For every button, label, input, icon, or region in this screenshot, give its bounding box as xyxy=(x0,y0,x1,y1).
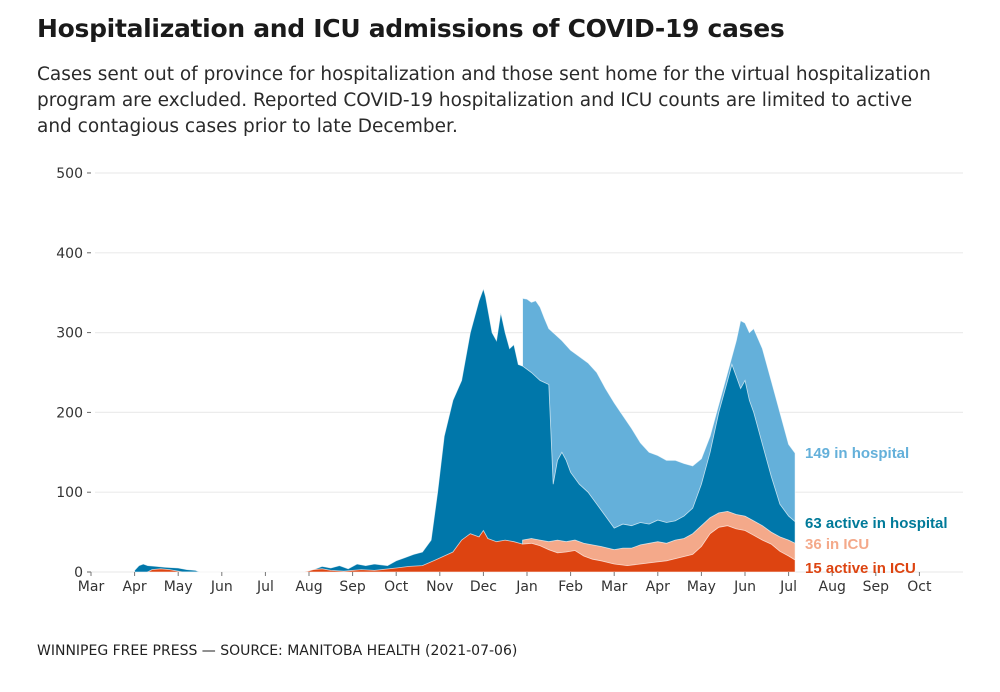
y-tick-label: 100 xyxy=(56,485,83,501)
y-axis: 0 100 200 300 400 500 xyxy=(56,166,91,581)
x-axis: Mar Apr May Jun Jul Aug Sep Oct Nov Dec Jan Feb Mar A… xyxy=(78,572,932,595)
area-active-in-hospital xyxy=(134,287,796,573)
y-tick-label: 0 xyxy=(74,565,83,581)
end-label-active-in-hospital: 63 active in hospital xyxy=(805,515,948,532)
end-label-active-in-icu: 15 active in ICU xyxy=(805,560,916,577)
y-tick-label: 200 xyxy=(56,405,83,421)
area-active-in-icu xyxy=(146,525,796,573)
x-tick-label: May xyxy=(687,579,716,595)
x-tick-label: Aug xyxy=(819,579,846,595)
x-tick-label: Sep xyxy=(863,579,890,595)
y-tick-label: 400 xyxy=(56,246,83,262)
x-tick-label: May xyxy=(164,579,193,595)
x-tick-label: Sep xyxy=(339,579,366,595)
y-tick-label: 300 xyxy=(56,326,83,342)
x-tick-label: Mar xyxy=(601,579,628,595)
x-tick-label: Dec xyxy=(470,579,497,595)
chart-title: Hospitalization and ICU admissions of CO… xyxy=(37,14,785,43)
x-tick-label: Jun xyxy=(733,579,756,595)
x-tick-label: Jun xyxy=(210,579,233,595)
area-series xyxy=(134,287,796,573)
x-tick-label: Oct xyxy=(907,579,932,595)
source-credit: WINNIPEG FREE PRESS — SOURCE: MANITOBA H… xyxy=(37,643,518,659)
chart: 0 100 200 300 400 500 Mar Apr May Jun Jul Aug Sep Oc… xyxy=(56,166,963,595)
x-tick-label: Aug xyxy=(295,579,322,595)
x-tick-label: Apr xyxy=(646,579,670,595)
end-label-in-icu: 36 in ICU xyxy=(805,536,869,553)
end-labels: 149 in hospital 63 active in hospital 36 i… xyxy=(805,445,948,577)
chart-subtitle: Cases sent out of province for hospitali… xyxy=(37,64,931,137)
x-tick-label: Mar xyxy=(78,579,105,595)
x-tick-label: Jul xyxy=(256,579,274,595)
end-label-in-hospital: 149 in hospital xyxy=(805,445,909,462)
x-tick-label: Feb xyxy=(558,579,583,595)
x-tick-label: Jan xyxy=(515,579,538,595)
y-tick-label: 500 xyxy=(56,166,83,182)
x-tick-label: Jul xyxy=(779,579,797,595)
x-tick-label: Apr xyxy=(122,579,146,595)
x-tick-label: Oct xyxy=(384,579,409,595)
x-tick-label: Nov xyxy=(426,579,453,595)
